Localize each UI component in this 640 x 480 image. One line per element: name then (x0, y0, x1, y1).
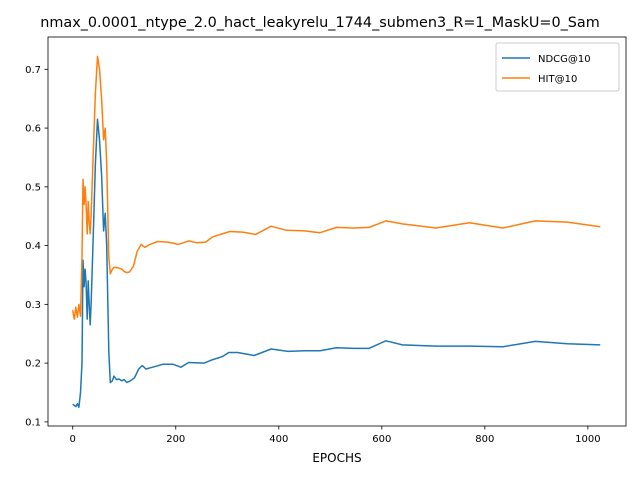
legend-box (495, 42, 620, 92)
y-tick-label: 0.5 (25, 182, 41, 193)
series-line-0 (72, 118, 601, 408)
y-axis: 0.1 0.2 0.3 0.4 0.5 0.6 0.7 (25, 65, 48, 428)
y-tick-label: 0.2 (25, 359, 41, 370)
x-tick-label: 800 (475, 434, 494, 445)
x-axis-label: EPOCHS (312, 451, 361, 465)
chart-title: nmax_0.0001_ntype_2.0_hact_leakyrelu_174… (40, 15, 600, 31)
x-tick-label: 0 (70, 434, 76, 445)
legend-label-0: NDCG@10 (538, 54, 591, 65)
series-layer (71, 55, 601, 408)
y-tick-label: 0.1 (25, 417, 41, 428)
legend-label-1: HIT@10 (538, 74, 577, 85)
x-tick-label: 600 (372, 434, 391, 445)
x-tick-label: 1000 (575, 434, 600, 445)
x-tick-label: 400 (269, 434, 288, 445)
legend: NDCG@10 HIT@10 (495, 42, 620, 92)
y-tick-label: 0.7 (25, 65, 41, 76)
y-tick-label: 0.3 (25, 300, 41, 311)
series-line-1 (71, 55, 601, 320)
x-axis: 0 200 400 600 800 1000 (70, 426, 601, 445)
plot-frame (47, 36, 627, 427)
x-tick-label: 200 (166, 434, 185, 445)
y-tick-label: 0.6 (25, 124, 41, 135)
y-tick-label: 0.4 (25, 241, 41, 252)
